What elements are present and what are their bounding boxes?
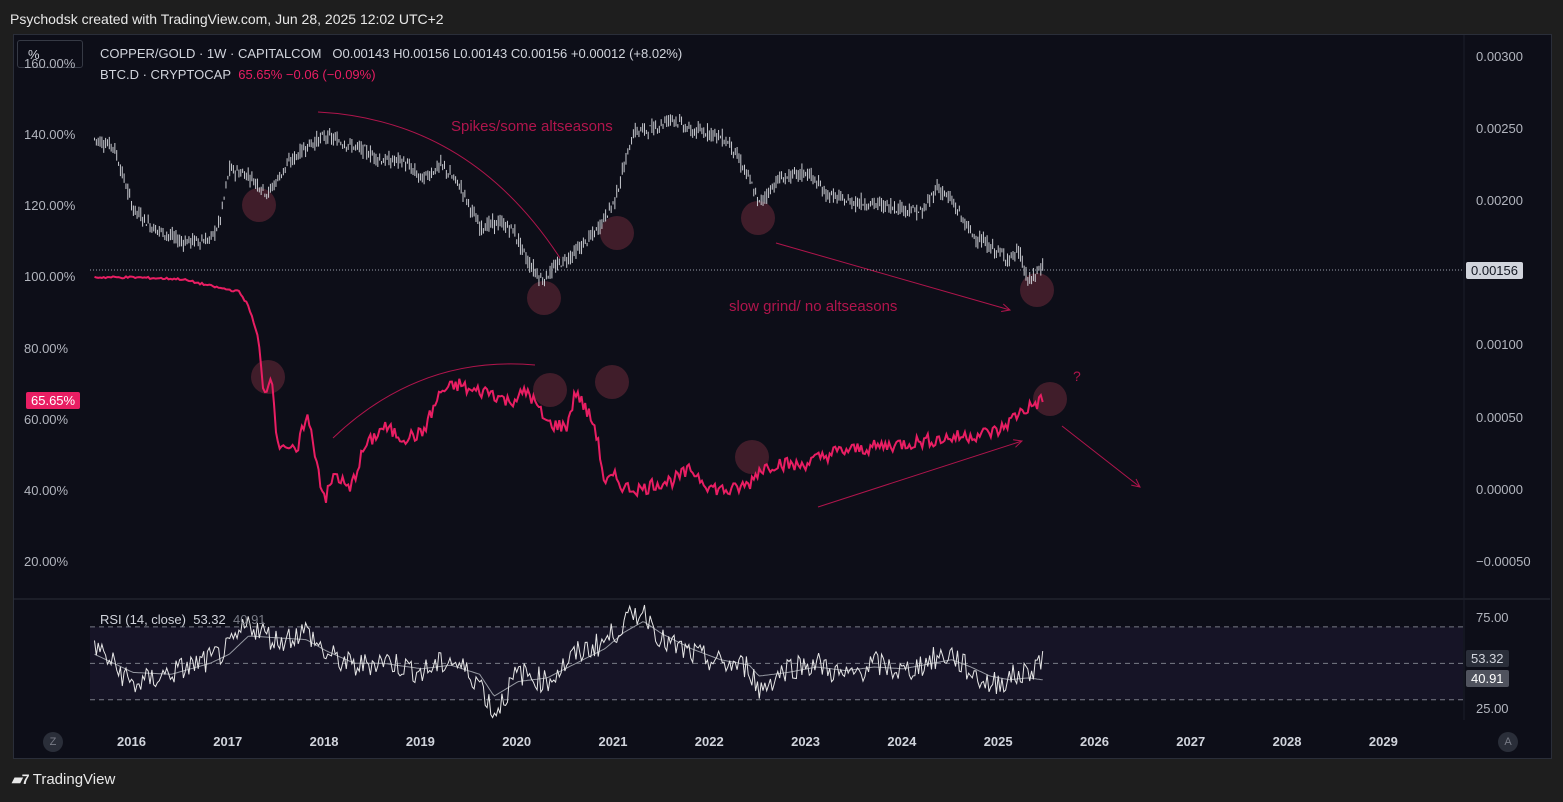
time-axis-tick: 2023 — [791, 734, 821, 749]
right-axis-tick: 0.00050 — [1476, 409, 1523, 425]
rsi-path — [94, 604, 1044, 719]
right-axis-tick: 0.00100 — [1476, 337, 1523, 353]
time-axis-tick: 2022 — [694, 734, 724, 749]
annotation-arrow — [775, 242, 1011, 311]
left-axis-tick: 160.00% — [24, 55, 76, 71]
copper-gold-last-badge: 0.00156 — [1466, 262, 1523, 279]
rsi-ma-last-badge: 40.91 — [1466, 670, 1509, 687]
arrow-head — [1001, 303, 1012, 313]
left-axis-tick: 20.00% — [24, 554, 69, 570]
rsi-lines — [94, 604, 1044, 719]
tradingview-logo[interactable]: ▰7 TradingView — [12, 771, 115, 788]
annotation-slow-grind[interactable]: slow grind/ no altseasons — [729, 298, 898, 315]
annotation-arrow — [1061, 425, 1141, 488]
rsi-last-badge: 53.32 — [1466, 650, 1509, 667]
highlight-circle — [595, 365, 629, 399]
auto-scale-button[interactable]: A — [1498, 732, 1518, 752]
right-axis-tick: 0.00000 — [1476, 481, 1523, 497]
time-axis-tick: 2029 — [1368, 734, 1398, 749]
copper-gold-bars — [93, 113, 1044, 287]
right-axis-tick: −0.00050 — [1476, 553, 1531, 569]
left-axis-tick: 80.00% — [24, 340, 69, 356]
time-axis-tick: 2026 — [1080, 734, 1109, 749]
left-axis-tick: 40.00% — [24, 483, 69, 499]
btc-dominance-line — [94, 275, 1044, 504]
rsi-label: RSI (14, close) — [100, 612, 186, 627]
zoom-reset-button[interactable]: Z — [43, 732, 63, 752]
time-axis-tick: 2019 — [405, 734, 435, 749]
btc-d-last-badge: 65.65% — [26, 392, 81, 409]
rsi-band — [90, 626, 1463, 701]
right-axis-tick: 0.00200 — [1476, 193, 1523, 208]
tradingview-brand-text: TradingView — [32, 771, 116, 788]
time-axis-tick: 2017 — [213, 734, 243, 749]
time-axis-tick: 2020 — [502, 734, 532, 749]
left-axis-tick: 120.00% — [24, 198, 76, 214]
annotation-drawings — [242, 111, 1141, 508]
rsi-axis-tick: 25.00 — [1476, 700, 1509, 716]
highlight-circle — [741, 201, 775, 235]
time-axis-tick: 2025 — [983, 734, 1013, 749]
overlay-values: 65.65% −0.06 (−0.09%) — [238, 67, 376, 82]
highlight-circle — [600, 216, 634, 250]
left-axis-tick: 100.00% — [24, 269, 76, 285]
attribution-text: Psychodsk created with TradingView.com, … — [10, 11, 444, 27]
rsi-axis-tick: 75.00 — [1476, 609, 1509, 625]
rsi-ma-value: 40.91 — [233, 612, 266, 627]
overlay-symbol-label: BTC.D · CRYPTOCAP — [100, 67, 231, 82]
left-axis-tick: 60.00% — [24, 411, 69, 427]
rsi-ma-path — [94, 621, 1043, 697]
arrow-head — [1131, 478, 1141, 488]
percent-scale-button[interactable]: % — [17, 40, 83, 68]
right-axis-tick: 0.00250 — [1476, 120, 1523, 136]
btc-dominance-path — [94, 275, 1044, 504]
highlight-circle — [533, 373, 567, 407]
annotation-arc-bottom — [332, 363, 536, 439]
time-axis-tick: 2027 — [1176, 734, 1206, 749]
time-axis-tick: 2024 — [887, 734, 917, 749]
legend-rsi[interactable]: RSI (14, close) 53.32 40.91 — [100, 612, 266, 627]
highlight-circle — [1033, 382, 1067, 416]
annotation-arc-top — [317, 111, 561, 259]
highlight-circle — [242, 188, 276, 222]
arrow-head — [1013, 439, 1024, 448]
time-axis-tick: 2021 — [598, 734, 628, 749]
time-axis-tick: 2018 — [309, 734, 339, 749]
highlight-circle — [251, 360, 285, 394]
left-axis-tick: 140.00% — [24, 126, 76, 142]
highlight-circle — [527, 281, 561, 315]
right-axis-tick: 0.00300 — [1476, 48, 1523, 64]
legend-main[interactable]: COPPER/GOLD · 1W · CAPITALCOM O0.00143 H… — [100, 46, 682, 61]
annotation-question[interactable]: ? — [1073, 368, 1081, 384]
tradingview-logo-icon: ▰7 — [12, 771, 30, 787]
main-symbol-label: COPPER/GOLD · 1W · CAPITALCOM — [100, 46, 322, 61]
rsi-value: 53.32 — [193, 612, 226, 627]
highlight-circle — [1020, 273, 1054, 307]
time-axis-tick: 2016 — [117, 734, 146, 749]
time-axis-tick: 2028 — [1272, 734, 1302, 749]
highlight-circle — [735, 440, 769, 474]
legend-overlay[interactable]: BTC.D · CRYPTOCAP 65.65% −0.06 (−0.09%) — [100, 67, 376, 82]
main-ohlc-values: O0.00143 H0.00156 L0.00143 C0.00156 +0.0… — [332, 46, 683, 61]
annotation-arrow — [817, 440, 1023, 508]
annotation-spikes[interactable]: Spikes/some altseasons — [451, 118, 613, 135]
